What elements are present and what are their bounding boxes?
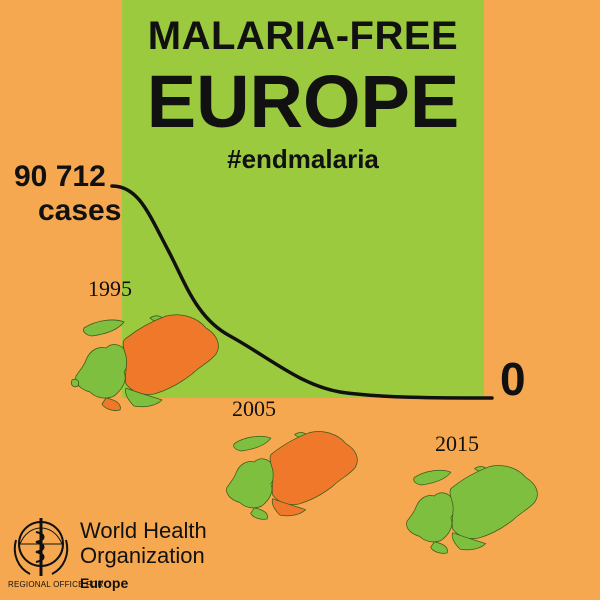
year-label-2005: 2005 xyxy=(232,396,276,421)
hashtag: #endmalaria xyxy=(227,144,379,174)
cases-end-value: 0 xyxy=(500,353,526,405)
region-label: Europe xyxy=(80,575,129,591)
cases-start-label: cases xyxy=(38,194,122,227)
cases-start-value: 90 712 xyxy=(14,160,106,193)
org-name-line-1: World Health xyxy=(80,518,207,543)
year-label-1995: 1995 xyxy=(88,276,132,301)
who-emblem-icon xyxy=(13,518,69,576)
map-2005 xyxy=(226,431,358,520)
org-name-line-2: Organization xyxy=(80,543,205,568)
map-2015 xyxy=(406,465,538,554)
regional-office-label: REGIONAL OFFICE FOR xyxy=(8,580,104,589)
year-label-2015: 2015 xyxy=(435,431,479,456)
title-line-1: MALARIA-FREE xyxy=(147,14,459,58)
title-line-2: EUROPE xyxy=(146,60,460,143)
map-1995 xyxy=(71,314,219,411)
